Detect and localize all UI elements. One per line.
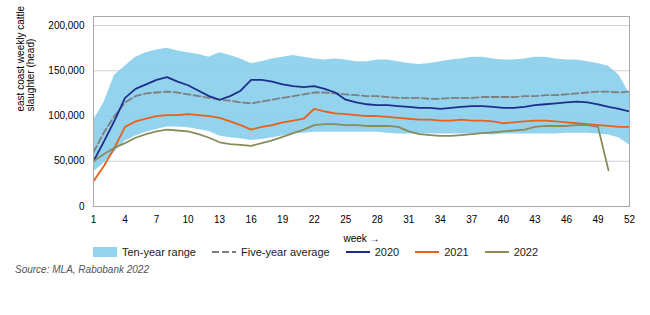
svg-text:50,000: 50,000: [54, 155, 85, 166]
svg-text:40: 40: [498, 214, 510, 225]
html-text:Ten-year range: Ten-year range: [122, 246, 196, 258]
svg-text:1: 1: [91, 214, 97, 225]
svg-text:week →: week →: [342, 233, 379, 244]
html-text:2022: 2022: [513, 246, 539, 258]
html-text:2021: 2021: [444, 246, 469, 258]
svg-text:10: 10: [183, 214, 195, 225]
svg-text:37: 37: [466, 214, 478, 225]
svg-text:16: 16: [246, 214, 258, 225]
svg-text:150,000: 150,000: [48, 65, 85, 76]
svg-text:east coast weekly cattleslaugh: east coast weekly cattleslaughter (head): [15, 5, 36, 111]
html-text:Source: MLA, Rabobank 2022: Source: MLA, Rabobank 2022: [15, 264, 149, 275]
svg-text:100,000: 100,000: [48, 110, 85, 121]
svg-text:25: 25: [340, 214, 352, 225]
svg-text:200,000: 200,000: [48, 20, 85, 31]
svg-text:22: 22: [309, 214, 321, 225]
svg-text:49: 49: [592, 214, 604, 225]
svg-text:28: 28: [372, 214, 384, 225]
html-text:2020: 2020: [374, 246, 400, 258]
svg-text:34: 34: [435, 214, 447, 225]
svg-text:7: 7: [154, 214, 160, 225]
svg-text:43: 43: [529, 214, 541, 225]
svg-text:52: 52: [624, 214, 636, 225]
svg-text:4: 4: [122, 214, 128, 225]
svg-text:13: 13: [214, 214, 226, 225]
html-text:Five-year average: Five-year average: [241, 246, 330, 258]
svg-text:0: 0: [79, 201, 85, 212]
svg-text:31: 31: [403, 214, 415, 225]
svg-text:19: 19: [277, 214, 289, 225]
svg-text:46: 46: [561, 214, 573, 225]
